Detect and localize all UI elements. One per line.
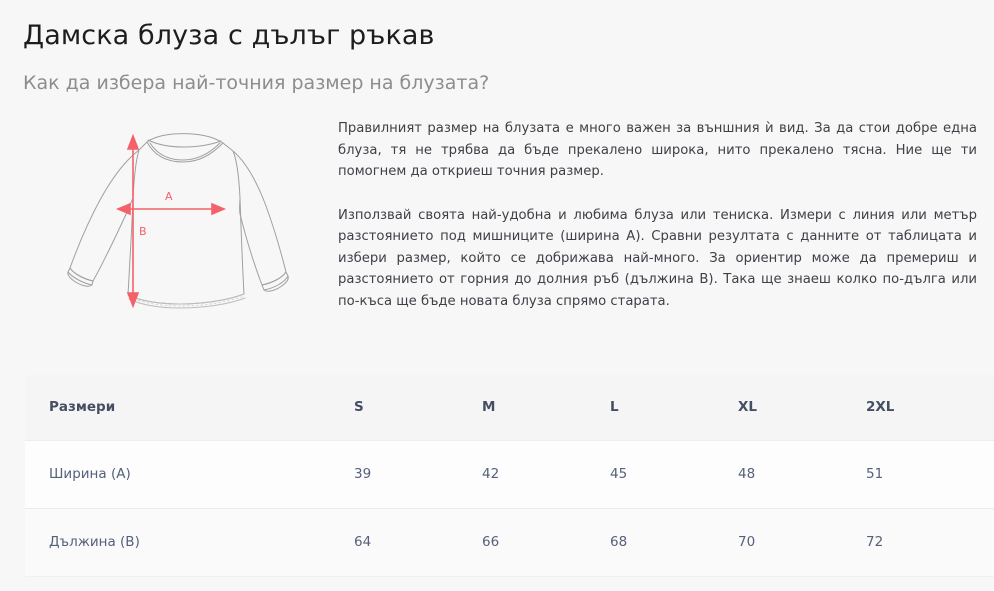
copy-paragraph-2: Използвай своята най-удобна и любима блу… bbox=[338, 207, 977, 309]
column-header-xl: XL bbox=[738, 375, 866, 441]
cell-width-xl: 48 bbox=[738, 440, 866, 509]
cell-width-2xl: 51 bbox=[866, 440, 994, 509]
cell-length-s: 64 bbox=[354, 508, 482, 577]
column-header-2xl: 2XL bbox=[866, 375, 994, 441]
size-guide-copy: Правилният размер на блузата е много важ… bbox=[338, 118, 977, 312]
column-header-m: M bbox=[482, 375, 610, 441]
page-subtitle: Как да избера най-точния размер на блуза… bbox=[23, 72, 490, 94]
copy-paragraph-1: Правилният размер на блузата е много важ… bbox=[338, 121, 977, 179]
length-label-b: B bbox=[139, 225, 147, 238]
column-header-s: S bbox=[354, 375, 482, 441]
size-table: Размери S M L XL 2XL Ширина (A) 39 42 45… bbox=[25, 375, 994, 577]
page-title: Дамска блуза с дълъг ръкав bbox=[23, 20, 435, 51]
table-row: Ширина (A) 39 42 45 48 51 bbox=[25, 440, 994, 509]
cell-width-m: 42 bbox=[482, 440, 610, 509]
width-label-a: A bbox=[165, 190, 173, 203]
row-label-width: Ширина (A) bbox=[25, 440, 354, 509]
cell-length-m: 66 bbox=[482, 508, 610, 577]
cell-width-s: 39 bbox=[354, 440, 482, 509]
column-header-l: L bbox=[610, 375, 738, 441]
size-table-body: Ширина (A) 39 42 45 48 51 Дължина (B) 64… bbox=[25, 440, 994, 577]
row-label-length: Дължина (B) bbox=[25, 508, 354, 577]
table-row: Дължина (B) 64 66 68 70 72 bbox=[25, 508, 994, 577]
table-header-row: Размери S M L XL 2XL bbox=[25, 375, 994, 441]
cell-length-xl: 70 bbox=[738, 508, 866, 577]
blouse-illustration: A B bbox=[40, 118, 315, 343]
column-header-sizes: Размери bbox=[25, 375, 354, 441]
cell-width-l: 45 bbox=[610, 440, 738, 509]
size-table-head: Размери S M L XL 2XL bbox=[25, 375, 994, 441]
cell-length-2xl: 72 bbox=[866, 508, 994, 577]
cell-length-l: 68 bbox=[610, 508, 738, 577]
